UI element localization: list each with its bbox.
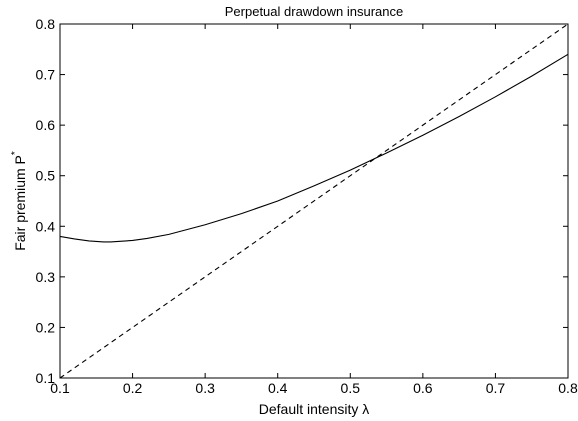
y-axis-label-superscript: * xyxy=(10,151,21,155)
y-tick-label: 0.4 xyxy=(36,218,56,234)
x-tick-label: 0.7 xyxy=(486,380,506,396)
series-group xyxy=(59,23,569,379)
x-tick-label: 0.6 xyxy=(413,380,433,396)
x-tick-label: 0.5 xyxy=(341,380,361,396)
y-tick-label: 0.3 xyxy=(36,269,56,285)
y-axis-label-main: Fair premium P xyxy=(12,155,28,251)
y-tick-label: 0.8 xyxy=(36,16,56,32)
y-tick-label: 0.1 xyxy=(36,370,56,386)
x-tick-label: 0.4 xyxy=(268,380,288,396)
y-tick-label: 0.2 xyxy=(36,319,56,335)
y-tick-label: 0.6 xyxy=(36,117,56,133)
chart-title: Perpetual drawdown insurance xyxy=(225,4,404,19)
x-tick-label: 0.2 xyxy=(123,380,143,396)
plot-frame xyxy=(59,23,569,379)
y-tick-label: 0.5 xyxy=(36,168,56,184)
x-tick-label: 0.1 xyxy=(50,380,70,396)
x-tick-label: 0.3 xyxy=(195,380,215,396)
y-tick-label: 0.7 xyxy=(36,67,56,83)
y-axis-label: Fair premium P* xyxy=(10,151,28,251)
x-axis-label: Default intensity λ xyxy=(259,401,370,417)
axis-ticks: 0.1 0.2 0.3 0.4 0.5 0.6 0.7 0.8 0.1 0.2 0.3 0.4 0.5 0… xyxy=(36,16,578,396)
x-tick-label: 0.8 xyxy=(558,380,578,396)
series-dashed-line xyxy=(59,23,569,379)
series-solid-line xyxy=(59,53,569,243)
